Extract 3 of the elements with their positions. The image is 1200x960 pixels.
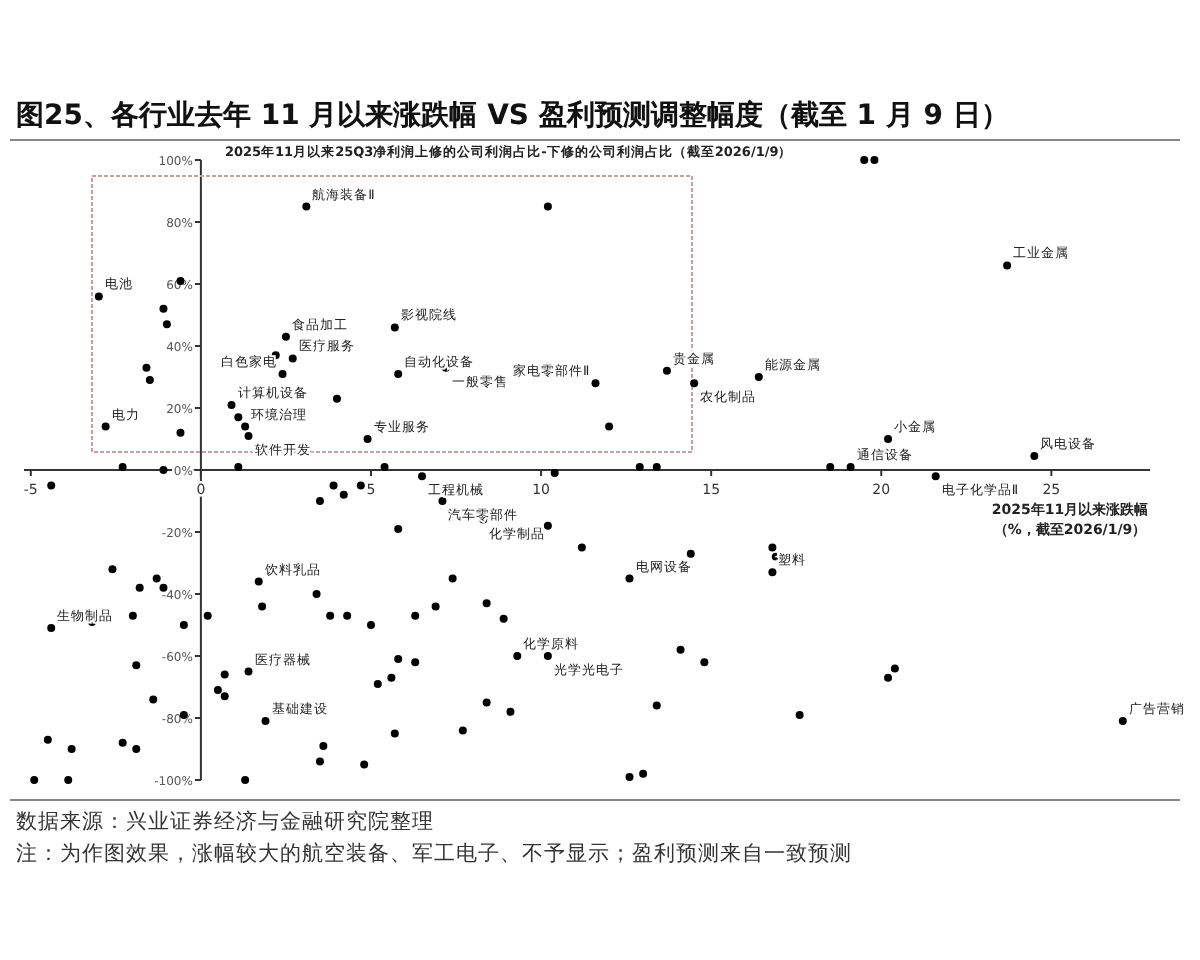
text: 注：为作图效果，涨幅较大的航空装备、军工电子、不予显示；盈利预测来自一致预测 — [16, 840, 852, 866]
chart-title: 图25、各行业去年 11 月以来涨跌幅 VS 盈利预测调整幅度（截至 1 月 9 日） — [16, 98, 1009, 132]
source-note: 数据来源：兴业证券经济与金融研究院整理 — [16, 808, 434, 834]
